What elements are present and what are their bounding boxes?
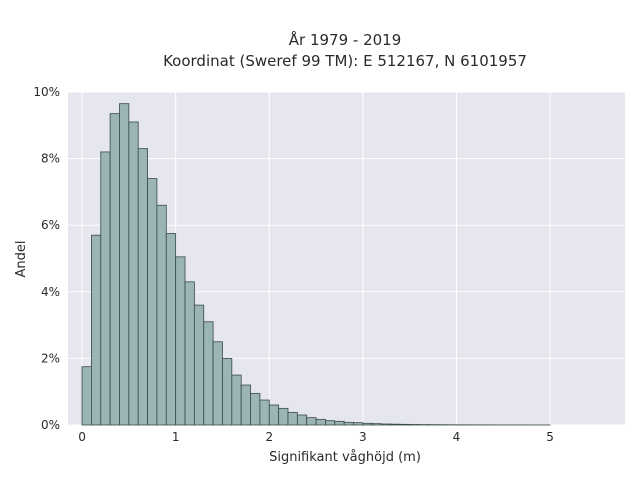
y-tick-label: 10% — [33, 85, 60, 99]
y-tick-label: 8% — [41, 152, 60, 166]
histogram-bar — [325, 420, 336, 426]
histogram-bar — [81, 366, 92, 426]
histogram-bar — [353, 422, 364, 426]
histogram-bar — [91, 234, 102, 426]
histogram-bar — [287, 411, 298, 426]
histogram-bar — [147, 178, 158, 426]
histogram-bar — [259, 399, 270, 426]
histogram-bar — [222, 357, 233, 426]
y-tick-label: 6% — [41, 218, 60, 232]
histogram-bar — [278, 407, 289, 426]
x-tick-label: 4 — [453, 430, 461, 444]
histogram-bar — [119, 103, 130, 426]
histogram-bar — [296, 414, 308, 426]
histogram-bar — [203, 321, 214, 426]
histogram-bar — [240, 384, 251, 426]
y-tick-label: 2% — [41, 351, 60, 365]
histogram-bar — [100, 151, 111, 426]
histogram-bar — [175, 256, 186, 426]
histogram-bar — [306, 417, 317, 426]
axis-ticks: 0 1 2 3 4 5 0% 2% 4% 6% 8% 10% — [33, 85, 554, 444]
histogram-bar — [362, 422, 373, 426]
histogram-bar — [399, 423, 411, 426]
histogram-bar — [231, 374, 242, 426]
chart-title-line-2: Koordinat (Sweref 99 TM): E 512167, N 61… — [163, 52, 527, 70]
histogram-bar — [250, 392, 261, 426]
histogram-bar — [334, 420, 345, 426]
x-tick-label: 2 — [265, 430, 273, 444]
x-tick-label: 5 — [546, 430, 554, 444]
histogram-bar — [315, 418, 326, 426]
histogram-bar — [128, 121, 139, 426]
histogram-bar — [193, 304, 205, 426]
histogram-bar — [268, 404, 280, 426]
y-tick-label: 4% — [41, 285, 60, 299]
histogram-bar — [156, 204, 167, 426]
histogram-bar — [184, 281, 195, 426]
y-tick-label: 0% — [41, 418, 60, 432]
y-axis-title: Andel — [14, 241, 29, 278]
histogram-bar — [212, 341, 223, 426]
x-axis-title: Signifikant våghöjd (m) — [269, 450, 421, 465]
chart-title-line-1: År 1979 - 2019 — [289, 30, 402, 49]
histogram-bar — [137, 148, 148, 426]
histogram-bar — [381, 423, 392, 426]
histogram-bar — [343, 421, 354, 426]
histogram-bars — [81, 103, 551, 426]
histogram-bar — [371, 423, 383, 426]
x-tick-label: 3 — [359, 430, 367, 444]
histogram-bar — [109, 113, 120, 426]
histogram-bar — [390, 423, 401, 426]
x-tick-label: 0 — [78, 430, 86, 444]
x-tick-label: 1 — [172, 430, 180, 444]
histogram-bar — [165, 233, 177, 426]
